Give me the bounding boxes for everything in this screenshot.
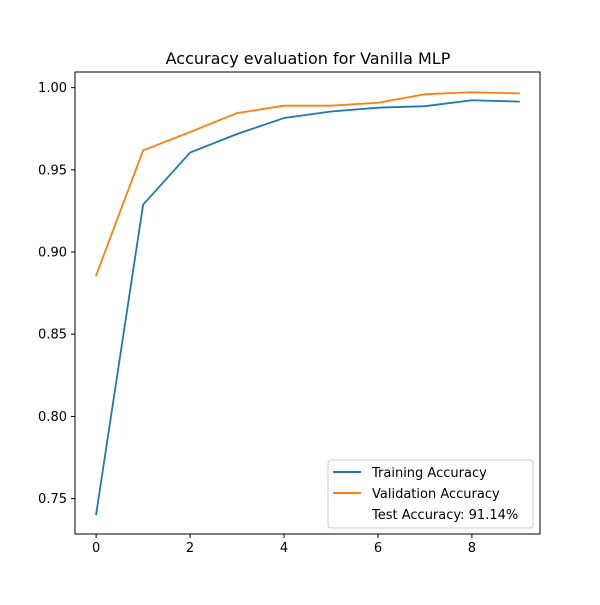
y-tick-label: 0.85: [38, 328, 67, 343]
x-tick-label: 8: [468, 541, 476, 556]
legend: Training Accuracy Validation Accuracy Te…: [327, 459, 534, 529]
y-tick-label: 0.90: [38, 246, 67, 261]
legend-label-training-accuracy: Training Accuracy: [371, 466, 487, 481]
series-line-validation-accuracy: [94, 91, 520, 277]
y-tick-label: 1.00: [38, 81, 67, 96]
legend-label-validation-accuracy: Validation Accuracy: [372, 487, 500, 502]
chart-title: Accuracy evaluation for Vanilla MLP: [166, 49, 451, 68]
y-tick-label: 0.80: [38, 410, 67, 425]
y-tick-label: 0.75: [38, 492, 67, 507]
x-axis: 0 2 4 6 8: [92, 534, 476, 556]
series-line-training-accuracy: [95, 99, 520, 516]
legend-box: [327, 459, 534, 529]
axes-frame: [74, 71, 541, 535]
x-tick-label: 2: [186, 541, 194, 556]
x-tick-label: 6: [374, 541, 382, 556]
x-tick-label: 0: [92, 541, 100, 556]
plot-lines: [94, 91, 520, 516]
legend-label-test-accuracy: Test Accuracy: 91.14%: [371, 508, 518, 523]
x-tick-label: 4: [280, 541, 288, 556]
y-axis: 0.75 0.80 0.85 0.90 0.95 1.00: [38, 81, 75, 507]
y-tick-label: 0.95: [38, 163, 67, 178]
